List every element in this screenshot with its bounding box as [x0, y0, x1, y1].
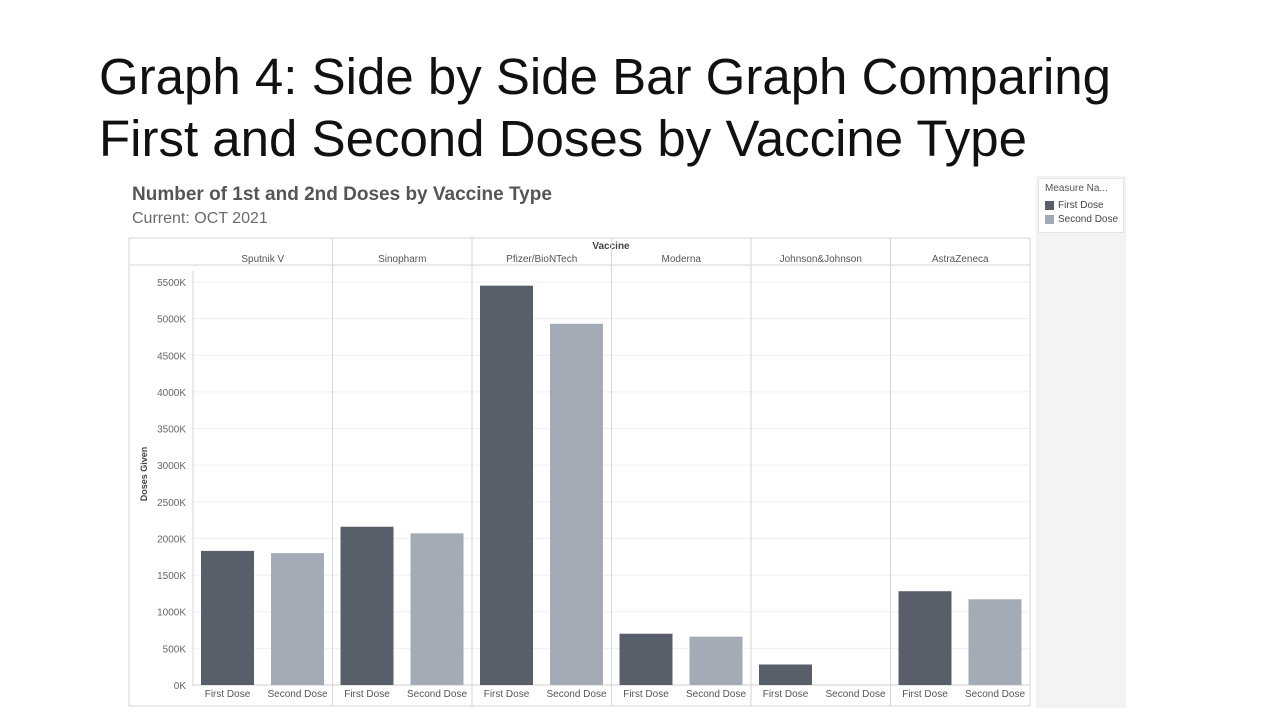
y-tick-label: 4500K — [157, 351, 186, 362]
slide-title-line-1: Graph 4: Side by Side Bar Graph Comparin… — [99, 48, 1112, 105]
bar-sinopharm-first-dose — [340, 526, 394, 685]
legend-swatch-second-dose — [1045, 215, 1054, 224]
y-tick-label: 1000K — [157, 608, 186, 619]
bar-sinopharm-second-dose — [410, 533, 464, 685]
slide-title: Graph 4: Side by Side Bar Graph Comparin… — [99, 46, 1219, 170]
x-tick-label: First Dose — [205, 689, 251, 700]
bar-sputnik-v-first-dose — [201, 550, 254, 685]
chart-panel: Number of 1st and 2nd Doses by Vaccine T… — [122, 176, 1034, 708]
legend-item-second-dose[interactable]: Second Dose — [1045, 214, 1123, 225]
x-tick-label: Second Dose — [825, 689, 885, 700]
bar-astrazeneca-second-dose — [968, 599, 1022, 685]
bar-chart: Vaccine0K500K1000K1500K2000K2500K3000K35… — [128, 237, 1031, 707]
x-tick-label: Second Dose — [267, 689, 327, 700]
bar-astrazeneca-first-dose — [898, 591, 952, 685]
category-label-sinopharm: Sinopharm — [378, 254, 426, 265]
y-axis-title: Doses Given — [139, 447, 149, 502]
x-tick-label: First Dose — [484, 689, 530, 700]
y-tick-label: 2500K — [157, 498, 186, 509]
chart-title: Number of 1st and 2nd Doses by Vaccine T… — [132, 184, 552, 205]
x-tick-label: Second Dose — [686, 689, 746, 700]
y-tick-label: 500K — [163, 644, 187, 655]
legend-label-first-dose: First Dose — [1058, 200, 1104, 211]
y-tick-label: 3500K — [157, 425, 186, 436]
category-label-astrazeneca: AstraZeneca — [932, 254, 989, 265]
legend-label-second-dose: Second Dose — [1058, 214, 1119, 225]
bar-moderna-second-dose — [689, 636, 743, 685]
y-tick-label: 5500K — [157, 278, 186, 289]
x-tick-label: Second Dose — [546, 689, 606, 700]
x-tick-label: Second Dose — [965, 689, 1025, 700]
category-label-pfizer-biontech: Pfizer/BioNTech — [506, 254, 577, 265]
category-label-johnson-johnson: Johnson&Johnson — [780, 254, 862, 265]
x-tick-label: First Dose — [763, 689, 809, 700]
x-tick-label: First Dose — [623, 689, 669, 700]
x-tick-label: Second Dose — [407, 689, 467, 700]
x-tick-label: First Dose — [902, 689, 948, 700]
y-tick-label: 4000K — [157, 388, 186, 399]
slide-title-line-2: First and Second Doses by Vaccine Type — [99, 110, 1027, 167]
y-tick-label: 2000K — [157, 534, 186, 545]
y-tick-label: 3000K — [157, 461, 186, 472]
bar-pfizer-biontech-second-dose — [550, 323, 603, 685]
legend-swatch-first-dose — [1045, 201, 1054, 210]
legend: Measure Na... First Dose Second Dose — [1038, 178, 1124, 233]
bar-moderna-first-dose — [619, 633, 673, 685]
x-tick-label: First Dose — [344, 689, 390, 700]
bar-pfizer-biontech-first-dose — [480, 285, 533, 685]
y-tick-label: 5000K — [157, 315, 186, 326]
legend-item-first-dose[interactable]: First Dose — [1045, 200, 1123, 211]
category-label-sputnik-v: Sputnik V — [241, 254, 284, 265]
bar-sputnik-v-second-dose — [271, 553, 324, 685]
legend-title: Measure Na... — [1045, 183, 1108, 194]
category-label-moderna: Moderna — [662, 254, 702, 265]
legend-panel: Measure Na... First Dose Second Dose — [1036, 176, 1126, 708]
y-tick-label: 1500K — [157, 571, 186, 582]
y-tick-label: 0K — [174, 681, 187, 692]
chart-subtitle: Current: OCT 2021 — [132, 210, 268, 227]
bar-johnson-johnson-first-dose — [759, 664, 812, 685]
